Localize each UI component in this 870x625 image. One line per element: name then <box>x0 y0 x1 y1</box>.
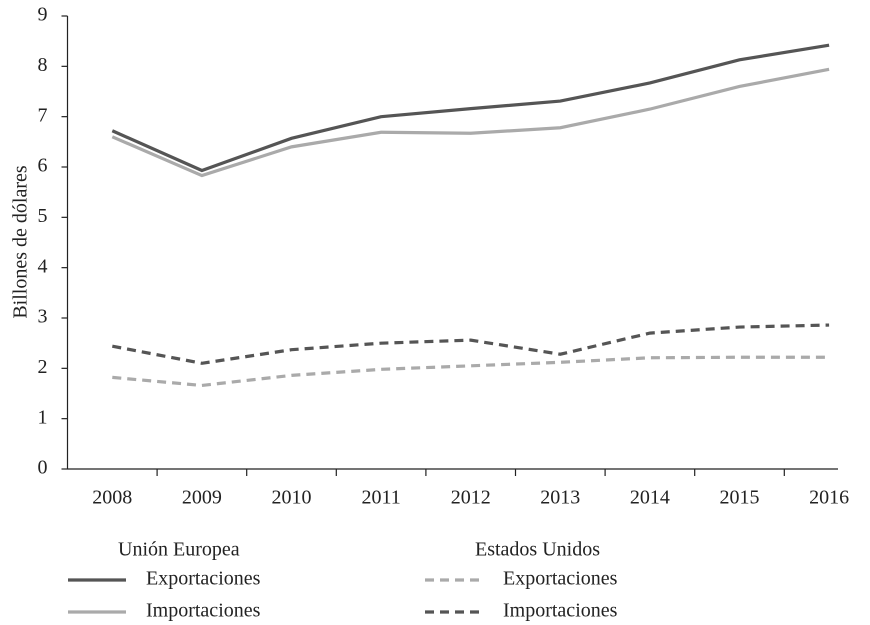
legend-group-title: Unión Europea <box>118 539 240 561</box>
y-tick-label: 3 <box>38 306 48 328</box>
series-line <box>111 323 830 365</box>
series-line <box>112 355 830 388</box>
y-tick-label: 4 <box>38 255 48 277</box>
legend-group-title: Estados Unidos <box>475 539 600 561</box>
x-tick-label: 2014 <box>630 487 670 509</box>
x-tick-label: 2015 <box>720 487 760 509</box>
y-tick-label: 8 <box>38 54 48 76</box>
x-tick-label: 2012 <box>451 487 491 509</box>
y-tick-label: 7 <box>38 104 48 126</box>
x-tick-label: 2009 <box>182 487 222 509</box>
y-tick-label: 9 <box>38 4 48 26</box>
x-tick-label: 2008 <box>92 487 132 509</box>
legend-label: Importaciones <box>146 600 261 622</box>
y-tick-label: 1 <box>38 406 48 428</box>
y-tick-label: 2 <box>38 356 48 378</box>
x-tick-label: 2016 <box>809 487 849 509</box>
legend-label: Exportaciones <box>146 568 261 590</box>
y-tick-label: 0 <box>38 457 48 479</box>
series-line <box>111 43 830 173</box>
x-tick-label: 2011 <box>361 487 400 509</box>
x-tick-label: 2013 <box>540 487 580 509</box>
legend-label: Exportaciones <box>503 568 618 590</box>
x-tick-label: 2010 <box>272 487 312 509</box>
y-tick-label: 6 <box>38 155 48 177</box>
y-tick-label: 5 <box>38 205 48 227</box>
y-axis-label: Billones de dólares <box>10 165 32 319</box>
series-line <box>111 67 830 178</box>
legend-label: Importaciones <box>503 600 618 622</box>
